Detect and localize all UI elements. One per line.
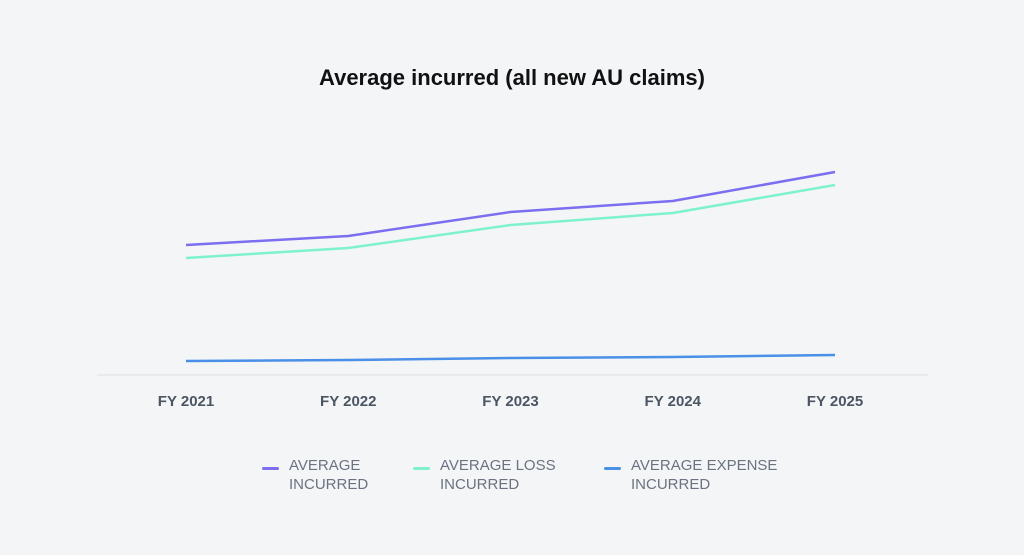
- legend-swatch: [413, 467, 430, 470]
- legend-item: AVERAGE INCURRED: [262, 456, 389, 494]
- legend-label: AVERAGE EXPENSE INCURRED: [631, 457, 778, 493]
- x-tick-label: FY 2023: [482, 393, 538, 410]
- x-tick-label: FY 2021: [158, 393, 214, 410]
- legend-swatch: [262, 467, 279, 470]
- legend-item: AVERAGE LOSS INCURRED: [413, 456, 580, 494]
- legend-item: AVERAGE EXPENSE INCURRED: [604, 456, 801, 494]
- x-tick-label: FY 2025: [807, 393, 863, 410]
- legend-swatch: [604, 467, 621, 470]
- legend-label: AVERAGE LOSS INCURRED: [440, 457, 556, 493]
- series-line: [185, 183, 836, 260]
- legend-label: AVERAGE INCURRED: [289, 457, 369, 493]
- series-line: [185, 170, 836, 247]
- series-line: [185, 353, 836, 363]
- x-tick-label: FY 2022: [320, 393, 376, 410]
- x-tick-label: FY 2024: [645, 393, 702, 410]
- chart-title: Average incurred (all new AU claims): [319, 65, 705, 90]
